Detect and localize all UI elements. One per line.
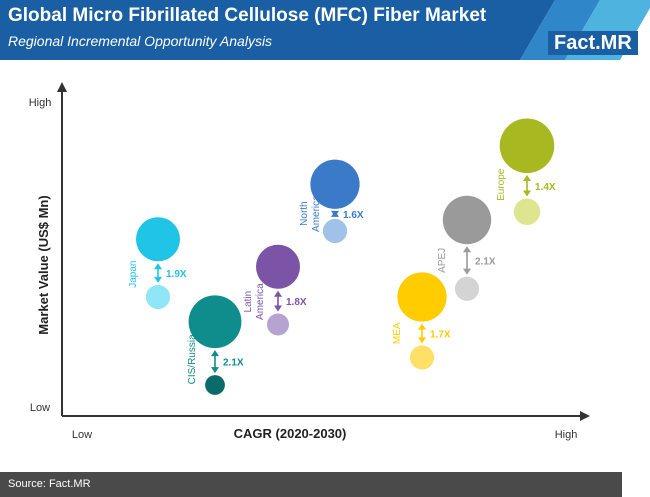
growth-arrow-bottom-europe (523, 190, 531, 197)
region-label-cis-russia: CIS/Russia (187, 334, 198, 384)
y-axis-label: Market Value (US$ Mn) (36, 195, 51, 334)
growth-multiplier-latin-america: 1.8X (286, 297, 307, 308)
bubble-2030-latin-america (256, 244, 300, 289)
growth-multiplier-apej: 2.1X (475, 256, 496, 267)
growth-multiplier-north-america: 1.6X (343, 210, 364, 221)
growth-arrow-top-japan (154, 263, 162, 270)
x-axis-arrow (580, 411, 590, 421)
growth-arrow-top-cis-russia (211, 350, 219, 357)
factmr-logo: Fact.MR (548, 31, 638, 55)
bubble-2030-cis-russia (188, 295, 242, 349)
brand-name: Fact (554, 32, 596, 54)
growth-multiplier-japan: 1.9X (166, 269, 187, 280)
bubble-2030-mea (397, 272, 447, 322)
y-low-label: Low (30, 402, 50, 414)
growth-multiplier-mea: 1.7X (430, 330, 451, 341)
y-axis-arrow (57, 82, 67, 92)
header-banner: Global Micro Fibrillated Cellulose (MFC)… (0, 0, 650, 60)
bubble-2020-apej (454, 276, 480, 301)
bubble-2020-europe (513, 198, 541, 225)
growth-arrow-top-apej (463, 246, 471, 253)
header-background (0, 0, 650, 60)
bubble-2020-mea (409, 345, 435, 370)
bubble-layer: 1.9XJapan2.1XCIS/Russia1.8XLatinAmerica1… (128, 118, 556, 395)
chart-axes (57, 82, 590, 421)
source-note: Source: Fact.MR (8, 478, 91, 490)
y-high-label: High (29, 97, 52, 109)
region-label-europe: Europe (496, 168, 507, 201)
growth-multiplier-cis-russia: 2.1X (223, 358, 244, 369)
region-label-japan: Japan (128, 261, 139, 288)
bubble-group-apej: 2.1X APEJ (437, 195, 496, 301)
chart-subtitle: Regional Incremental Opportunity Analysi… (8, 33, 273, 49)
growth-arrow-bottom-latin-america (274, 305, 282, 312)
region-label-north-america: NorthAmerica (299, 195, 322, 232)
bubble-2030-apej (442, 195, 492, 245)
footer-bar: Source: Fact.MR (0, 472, 650, 497)
bubble-group-europe: 1.4X Europe (496, 118, 556, 225)
bubble-2020-cis-russia (205, 375, 225, 395)
x-low-label: Low (72, 429, 92, 441)
x-high-label: High (555, 429, 578, 441)
region-label-apej: APEJ (437, 248, 448, 273)
growth-arrow-bottom-apej (463, 268, 471, 275)
growth-arrow-bottom-japan (154, 276, 162, 283)
growth-arrow-bottom-cis-russia (211, 367, 219, 374)
bubble-group-cis-russia: 2.1X CIS/Russia (187, 295, 244, 395)
bubble-group-north-america: 1.6X NorthAmerica (299, 159, 364, 244)
growth-arrow-top-latin-america (274, 290, 282, 297)
bubble-group-mea: 1.7X MEA (392, 272, 451, 370)
region-label-latin-america: LatinAmerica (243, 283, 266, 320)
region-label-mea: MEA (392, 322, 403, 344)
bubble-2020-north-america (322, 218, 348, 244)
bubble-group-latin-america: 1.8X LatinAmerica (243, 244, 307, 336)
bubble-2030-europe (499, 118, 555, 174)
growth-arrow-bottom-north-america (331, 210, 339, 217)
bubble-chart: 1.9XJapan2.1XCIS/Russia1.8XLatinAmerica1… (29, 82, 590, 441)
growth-arrow-top-europe (523, 175, 531, 182)
bubble-group-japan: 1.9X Japan (128, 217, 187, 310)
bubble-2030-japan (136, 217, 180, 262)
bubble-2030-north-america (310, 159, 360, 209)
footer-background (0, 472, 622, 497)
bubble-2020-japan (145, 284, 171, 310)
chart-title: Global Micro Fibrillated Cellulose (MFC)… (8, 5, 487, 26)
x-axis-label: CAGR (2020-2030) (234, 426, 347, 441)
bubble-2020-latin-america (267, 313, 289, 336)
growth-arrow-bottom-mea (418, 337, 426, 344)
growth-arrow-top-mea (418, 323, 426, 330)
brand-suffix: .MR (595, 32, 632, 54)
growth-multiplier-europe: 1.4X (535, 182, 556, 193)
